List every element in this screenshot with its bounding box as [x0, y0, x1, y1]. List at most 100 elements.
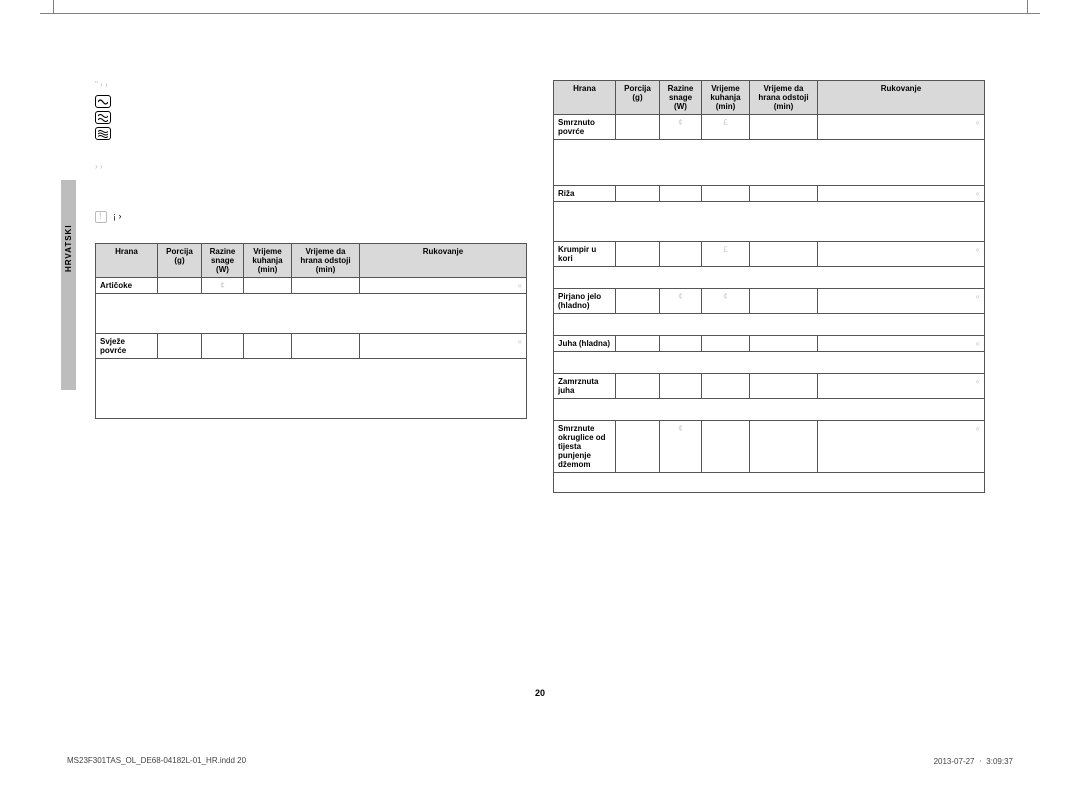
cell-power — [660, 186, 702, 202]
right-column: Hrana Porcija (g) Razine snage (W) Vrije… — [553, 80, 985, 493]
cell-portion — [616, 115, 660, 140]
note-icon — [95, 211, 107, 223]
footer-left: MS23F301TAS_OL_DE68-04182L-01_HR.indd 20 — [67, 756, 246, 765]
cell-cook — [244, 334, 292, 359]
cell-power: ¢ — [660, 115, 702, 140]
cell-portion — [158, 334, 202, 359]
col-portion: Porcija (g) — [158, 244, 202, 278]
cell-portion — [616, 374, 660, 399]
cell-caption — [554, 202, 985, 242]
cell-portion — [616, 421, 660, 473]
cell-caption — [96, 294, 527, 334]
footer-right: 2013-07-27 ㆍ 3:09:37 — [934, 756, 1013, 767]
cell-handle: « — [818, 115, 985, 140]
cell-stand — [750, 289, 818, 314]
language-tab: HRVATSKI — [61, 180, 76, 390]
table-caption-row — [554, 473, 985, 493]
cell-power — [660, 374, 702, 399]
cell-stand — [292, 278, 360, 294]
cell-cook: ¢ — [702, 289, 750, 314]
cell-stand — [750, 374, 818, 399]
col-power: Razine snage (W) — [660, 81, 702, 115]
cell-handle: « — [360, 278, 527, 294]
cooking-table-left: Hrana Porcija (g) Razine snage (W) Vrije… — [95, 243, 527, 419]
cell-food: Zamrznuta juha — [554, 374, 616, 399]
cell-portion — [616, 242, 660, 267]
cell-handle: « — [818, 289, 985, 314]
cell-caption — [554, 352, 985, 374]
cell-food: Smrznute okruglice od tijesta punjenje d… — [554, 421, 616, 473]
cell-cook — [702, 186, 750, 202]
cell-caption — [554, 314, 985, 336]
cell-handle: « — [360, 334, 527, 359]
cell-power — [660, 336, 702, 352]
table-caption-row — [554, 267, 985, 289]
cell-handle: « — [818, 374, 985, 399]
cell-stand — [750, 336, 818, 352]
cell-food: Smrznuto povrće — [554, 115, 616, 140]
cooking-table-right: Hrana Porcija (g) Razine snage (W) Vrije… — [553, 80, 985, 493]
col-stand: Vrijeme da hrana odstoji (min) — [292, 244, 360, 278]
bullet-icon-1 — [95, 95, 111, 108]
cell-caption — [96, 359, 527, 419]
table-row: Artičoke ¢ « — [96, 278, 527, 294]
cell-stand — [750, 115, 818, 140]
cell-caption — [554, 140, 985, 186]
cell-stand — [750, 421, 818, 473]
cell-food: Riža — [554, 186, 616, 202]
table-row: Zamrznuta juha « — [554, 374, 985, 399]
cell-food: Svježe povrće — [96, 334, 158, 359]
table-row: Pirjano jelo (hladno)¢¢« — [554, 289, 985, 314]
cell-stand — [292, 334, 360, 359]
cell-stand — [750, 186, 818, 202]
col-food: Hrana — [554, 81, 616, 115]
cell-power — [202, 334, 244, 359]
bullet-icon-3 — [95, 127, 111, 140]
col-cook: Vrijeme kuhanja (min) — [244, 244, 292, 278]
cell-handle: « — [818, 242, 985, 267]
table-row: Riža « — [554, 186, 985, 202]
cell-cook: £ — [702, 242, 750, 267]
page-number: 20 — [0, 688, 1080, 698]
cell-power: ¢ — [202, 278, 244, 294]
intro-block: " › › › › ¡ › — [95, 80, 527, 223]
language-tab-label: HRVATSKI — [64, 257, 73, 272]
col-handle: Rukovanje — [818, 81, 985, 115]
cell-handle: « — [818, 336, 985, 352]
table-row: Juha (hladna) « — [554, 336, 985, 352]
table-caption-row — [554, 202, 985, 242]
bullet-list — [95, 95, 527, 140]
table-caption-row — [554, 399, 985, 421]
cell-handle: « — [818, 421, 985, 473]
cell-handle: « — [818, 186, 985, 202]
cell-cook: £ — [702, 115, 750, 140]
cell-stand — [750, 242, 818, 267]
col-power: Razine snage (W) — [202, 244, 244, 278]
table-caption-row — [96, 359, 527, 419]
cell-power — [660, 242, 702, 267]
cell-portion — [616, 289, 660, 314]
cell-portion — [616, 336, 660, 352]
col-food: Hrana — [96, 244, 158, 278]
cell-food: Artičoke — [96, 278, 158, 294]
cell-food: Pirjano jelo (hladno) — [554, 289, 616, 314]
cell-portion — [158, 278, 202, 294]
table-row: Svježe povrće « — [96, 334, 527, 359]
cell-power: ¢ — [660, 421, 702, 473]
table-row: Smrznuto povrće ¢£ « — [554, 115, 985, 140]
cell-caption — [554, 399, 985, 421]
note-text: ¡ › — [113, 211, 122, 221]
cell-cook — [244, 278, 292, 294]
cell-caption — [554, 473, 985, 493]
cell-caption — [554, 267, 985, 289]
left-column: " › › › › ¡ › Hrana Porcija (g) Razine s… — [95, 80, 527, 419]
cell-cook — [702, 336, 750, 352]
table-header-row: Hrana Porcija (g) Razine snage (W) Vrije… — [554, 81, 985, 115]
cell-food: Juha (hladna) — [554, 336, 616, 352]
table-caption-row — [96, 294, 527, 334]
cell-food: Krumpir u kori — [554, 242, 616, 267]
col-cook: Vrijeme kuhanja (min) — [702, 81, 750, 115]
bullet-icon-2 — [95, 111, 111, 124]
cell-portion — [616, 186, 660, 202]
col-handle: Rukovanje — [360, 244, 527, 278]
